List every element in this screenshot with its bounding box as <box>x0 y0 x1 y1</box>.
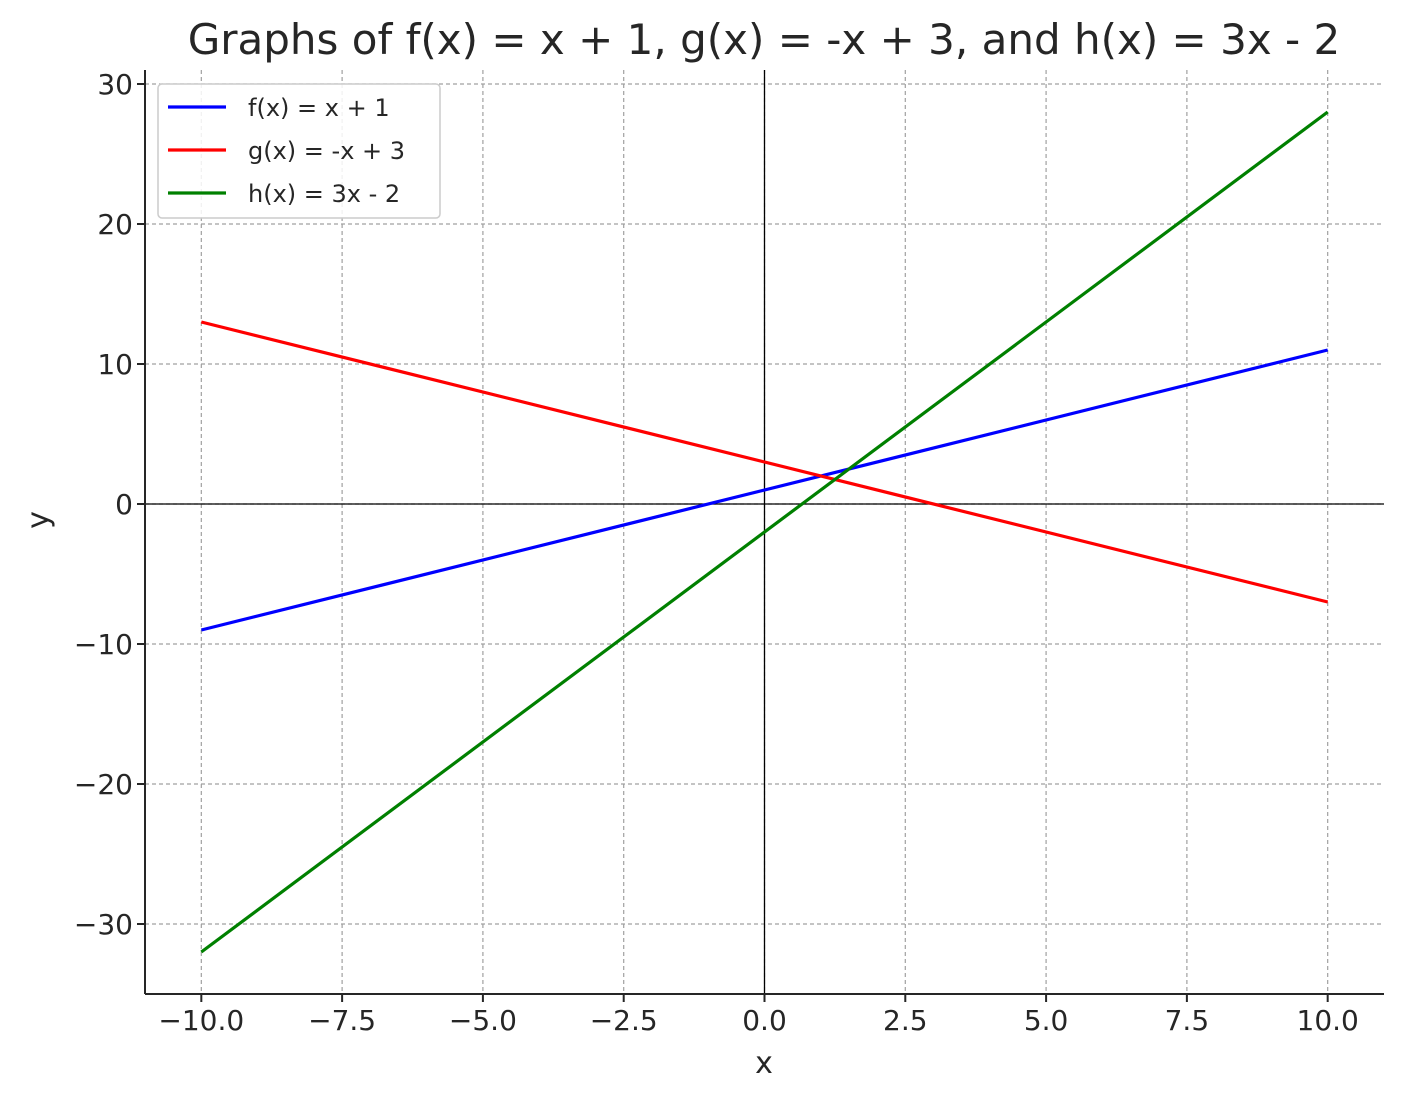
legend-label-1: g(x) = -x + 3 <box>248 137 405 165</box>
y-tick-label-3: 0 <box>115 488 133 521</box>
x-tick-label-5: 2.5 <box>883 1004 928 1037</box>
x-tick-label-6: 5.0 <box>1024 1004 1069 1037</box>
legend-label-0: f(x) = x + 1 <box>248 94 390 122</box>
legend: f(x) = x + 1 g(x) = -x + 3 h(x) = 3x - 2 <box>157 83 441 219</box>
x-tick-label-2: −5.0 <box>449 1004 517 1037</box>
y-tick-label-0: −30 <box>74 908 133 941</box>
series-line-1 <box>200 320 1329 604</box>
series-lines <box>200 110 1329 954</box>
x-tick-label-0: −10.0 <box>158 1004 244 1037</box>
x-tick-label-1: −7.5 <box>308 1004 376 1037</box>
x-axis-ticks: −10.0 −7.5 −5.0 −2.5 0.0 2.5 5.0 7.5 10.0 <box>158 994 1359 1037</box>
x-tick-label-7: 7.5 <box>1165 1004 1210 1037</box>
y-tick-label-2: −10 <box>74 628 133 661</box>
y-axis-label: y <box>21 511 56 529</box>
y-axis-ticks: −30 −20 −10 0 10 20 30 <box>74 68 145 941</box>
series-line-0 <box>200 348 1329 632</box>
x-tick-label-4: 0.0 <box>742 1004 787 1037</box>
y-tick-label-4: 10 <box>97 348 133 381</box>
chart-title: Graphs of f(x) = x + 1, g(x) = -x + 3, a… <box>188 15 1341 64</box>
legend-frame <box>157 83 441 219</box>
y-tick-label-1: −20 <box>74 768 133 801</box>
series-line-2 <box>200 110 1329 954</box>
x-tick-label-3: −2.5 <box>590 1004 658 1037</box>
x-tick-label-8: 10.0 <box>1297 1004 1359 1037</box>
y-tick-label-5: 20 <box>97 208 133 241</box>
x-axis-label: x <box>755 1046 773 1081</box>
legend-label-2: h(x) = 3x - 2 <box>248 180 400 208</box>
y-tick-label-6: 30 <box>97 68 133 101</box>
